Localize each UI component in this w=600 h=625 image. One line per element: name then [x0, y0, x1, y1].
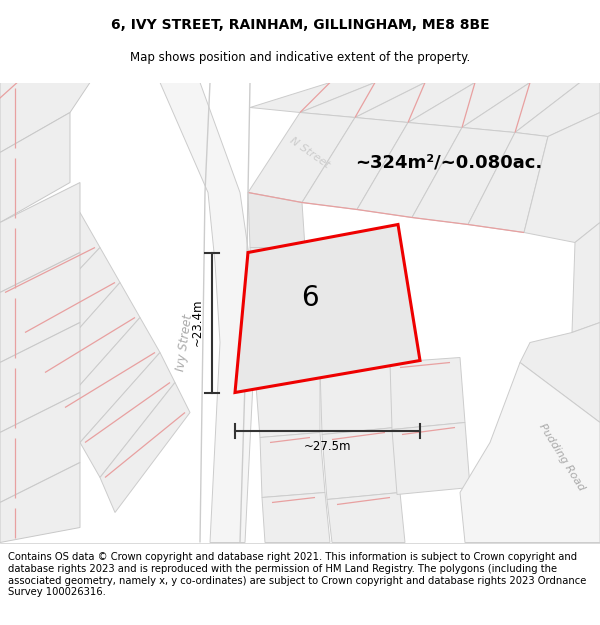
Polygon shape: [160, 82, 255, 542]
Polygon shape: [248, 192, 305, 248]
Polygon shape: [60, 318, 160, 442]
Polygon shape: [250, 248, 308, 302]
Text: Pudding Road: Pudding Road: [537, 422, 587, 493]
Polygon shape: [0, 213, 100, 332]
Polygon shape: [40, 282, 140, 408]
Polygon shape: [515, 82, 600, 136]
Text: 6: 6: [301, 284, 319, 311]
Polygon shape: [408, 82, 530, 127]
Polygon shape: [524, 112, 600, 242]
Polygon shape: [412, 127, 515, 224]
Polygon shape: [100, 382, 190, 512]
Polygon shape: [327, 492, 405, 542]
Polygon shape: [0, 0, 64, 74]
Polygon shape: [572, 222, 600, 332]
Polygon shape: [320, 362, 395, 434]
Text: N Street: N Street: [288, 135, 332, 170]
Polygon shape: [252, 292, 315, 348]
Text: ~324m²/~0.080ac.: ~324m²/~0.080ac.: [355, 154, 542, 171]
Polygon shape: [0, 112, 70, 222]
Polygon shape: [0, 0, 148, 168]
Polygon shape: [460, 362, 600, 542]
Polygon shape: [390, 357, 465, 429]
Polygon shape: [357, 122, 462, 218]
Polygon shape: [0, 253, 80, 362]
Text: ~27.5m: ~27.5m: [304, 441, 351, 454]
Polygon shape: [462, 82, 580, 132]
Polygon shape: [0, 182, 80, 292]
Polygon shape: [302, 118, 408, 209]
Polygon shape: [0, 0, 131, 149]
Polygon shape: [0, 322, 80, 432]
Polygon shape: [0, 82, 90, 152]
Polygon shape: [468, 132, 548, 232]
Polygon shape: [0, 0, 31, 38]
Polygon shape: [20, 248, 120, 372]
Polygon shape: [0, 462, 80, 542]
Polygon shape: [255, 368, 320, 438]
Polygon shape: [0, 392, 80, 502]
Polygon shape: [235, 224, 420, 392]
Polygon shape: [0, 0, 14, 19]
Polygon shape: [80, 352, 175, 478]
Polygon shape: [0, 0, 48, 56]
Polygon shape: [392, 422, 470, 494]
Polygon shape: [260, 432, 325, 498]
Polygon shape: [322, 428, 400, 499]
Polygon shape: [520, 322, 600, 422]
Polygon shape: [262, 492, 330, 542]
Text: Map shows position and indicative extent of the property.: Map shows position and indicative extent…: [130, 51, 470, 64]
Polygon shape: [355, 82, 475, 122]
Polygon shape: [0, 0, 115, 131]
Text: Contains OS data © Crown copyright and database right 2021. This information is : Contains OS data © Crown copyright and d…: [8, 552, 586, 598]
Polygon shape: [0, 0, 81, 93]
Text: ~23.4m: ~23.4m: [191, 299, 204, 346]
Polygon shape: [0, 0, 98, 112]
Text: 6, IVY STREET, RAINHAM, GILLINGHAM, ME8 8BE: 6, IVY STREET, RAINHAM, GILLINGHAM, ME8 …: [110, 18, 490, 32]
Polygon shape: [250, 82, 375, 112]
Polygon shape: [248, 112, 355, 202]
Polygon shape: [300, 82, 425, 118]
Text: Ivy Street: Ivy Street: [175, 313, 196, 372]
